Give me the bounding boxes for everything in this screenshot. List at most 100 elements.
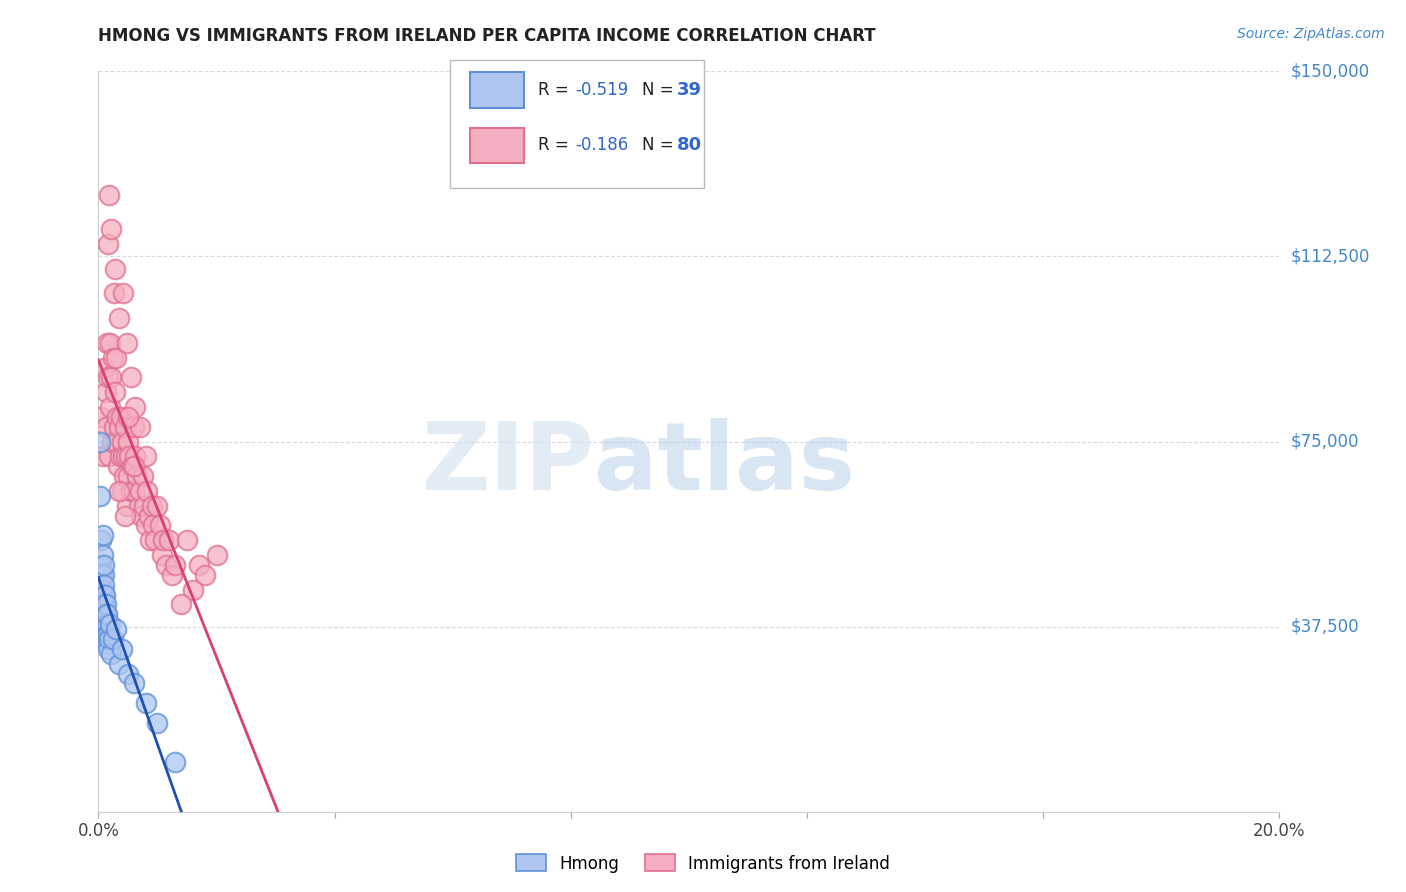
Text: atlas: atlas bbox=[595, 417, 855, 509]
Point bbox=[124, 400, 146, 414]
Point bbox=[93, 607, 115, 622]
Point bbox=[141, 499, 163, 513]
Point bbox=[111, 434, 134, 449]
Legend: Hmong, Immigrants from Ireland: Hmong, Immigrants from Ireland bbox=[509, 847, 897, 880]
Point bbox=[101, 434, 124, 449]
Point bbox=[120, 370, 142, 384]
Point bbox=[105, 622, 128, 636]
Point bbox=[96, 335, 118, 350]
Point bbox=[122, 676, 145, 690]
Point bbox=[94, 617, 117, 632]
Point bbox=[122, 459, 145, 474]
Point bbox=[115, 335, 138, 350]
FancyBboxPatch shape bbox=[450, 61, 704, 188]
Point bbox=[108, 311, 131, 326]
Point bbox=[170, 598, 193, 612]
Point bbox=[150, 548, 173, 562]
Point bbox=[104, 261, 127, 276]
Point bbox=[104, 385, 127, 400]
Point bbox=[143, 533, 166, 548]
Point bbox=[128, 419, 150, 434]
Point bbox=[117, 409, 139, 424]
Point bbox=[94, 385, 117, 400]
Text: $112,500: $112,500 bbox=[1291, 247, 1369, 266]
Point bbox=[135, 518, 157, 533]
Point bbox=[91, 528, 114, 542]
Point bbox=[118, 450, 141, 464]
Point bbox=[103, 351, 125, 365]
Point bbox=[105, 409, 128, 424]
Point bbox=[90, 409, 112, 424]
Point bbox=[97, 237, 120, 252]
Point bbox=[93, 617, 115, 632]
Point bbox=[93, 567, 115, 582]
Point bbox=[128, 483, 150, 498]
Text: -0.186: -0.186 bbox=[575, 136, 628, 154]
Point bbox=[103, 286, 125, 301]
Point bbox=[114, 508, 136, 523]
Point bbox=[149, 518, 172, 533]
Point bbox=[176, 533, 198, 548]
Point bbox=[97, 370, 120, 384]
Text: 80: 80 bbox=[678, 136, 702, 154]
Point bbox=[90, 533, 112, 548]
Point bbox=[124, 450, 146, 464]
Point bbox=[96, 637, 118, 651]
Point bbox=[138, 508, 160, 523]
Point bbox=[128, 499, 150, 513]
Point bbox=[112, 450, 135, 464]
Point bbox=[111, 641, 134, 656]
Point bbox=[135, 696, 157, 710]
Text: Source: ZipAtlas.com: Source: ZipAtlas.com bbox=[1237, 27, 1385, 41]
Point bbox=[155, 558, 177, 572]
Text: $37,500: $37,500 bbox=[1291, 617, 1360, 636]
Point bbox=[108, 657, 131, 671]
Point bbox=[91, 450, 114, 464]
Point bbox=[112, 286, 135, 301]
Point bbox=[117, 469, 139, 483]
Point bbox=[96, 607, 118, 622]
Point bbox=[103, 419, 125, 434]
FancyBboxPatch shape bbox=[471, 72, 523, 108]
Point bbox=[105, 434, 128, 449]
Text: $75,000: $75,000 bbox=[1291, 433, 1360, 450]
Point bbox=[115, 450, 138, 464]
Point bbox=[93, 577, 115, 591]
Point bbox=[105, 351, 128, 365]
Point bbox=[94, 588, 117, 602]
Point bbox=[165, 756, 187, 770]
Point bbox=[135, 450, 157, 464]
Point bbox=[93, 598, 115, 612]
Point bbox=[120, 483, 142, 498]
Point bbox=[135, 483, 157, 498]
Point bbox=[93, 558, 115, 572]
Point bbox=[108, 419, 131, 434]
Point bbox=[205, 548, 228, 562]
Point bbox=[94, 419, 117, 434]
Point bbox=[98, 450, 121, 464]
Point bbox=[139, 533, 162, 548]
Point bbox=[89, 434, 111, 449]
Text: N =: N = bbox=[641, 136, 679, 154]
Point bbox=[98, 187, 121, 202]
Point bbox=[146, 499, 169, 513]
Point bbox=[94, 598, 117, 612]
Point bbox=[94, 627, 117, 641]
Point bbox=[96, 617, 118, 632]
Point bbox=[114, 419, 136, 434]
Point bbox=[112, 469, 135, 483]
Point bbox=[94, 632, 117, 646]
Point bbox=[125, 469, 148, 483]
Point bbox=[108, 450, 131, 464]
Text: R =: R = bbox=[537, 136, 574, 154]
Point bbox=[111, 483, 134, 498]
Point bbox=[91, 582, 114, 597]
Point bbox=[98, 335, 121, 350]
Point bbox=[94, 607, 117, 622]
Point bbox=[134, 499, 156, 513]
Point bbox=[98, 617, 121, 632]
Point bbox=[194, 567, 217, 582]
Point bbox=[103, 632, 125, 646]
Point bbox=[142, 518, 165, 533]
Point bbox=[121, 459, 143, 474]
